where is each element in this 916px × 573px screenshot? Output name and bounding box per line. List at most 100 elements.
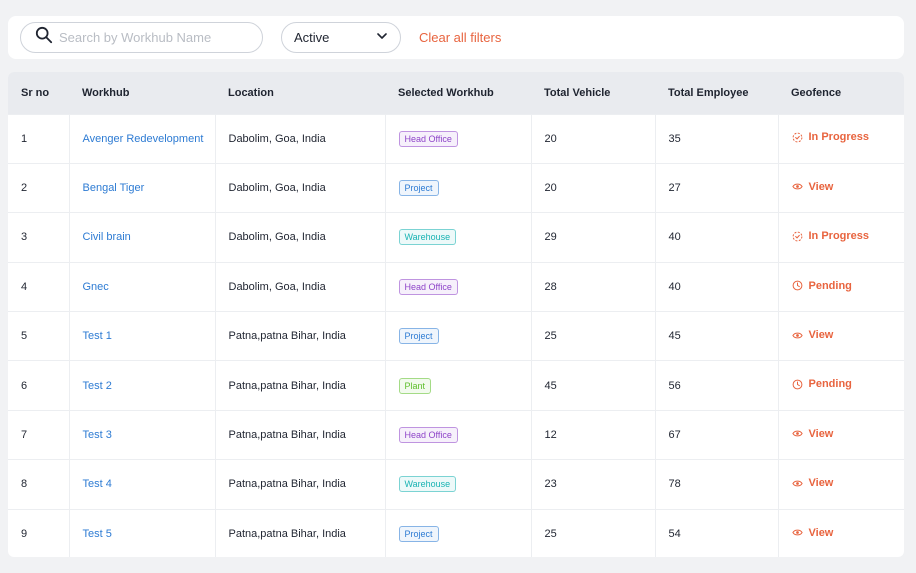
table-row: 5 Test 1 Patna,patna Bihar, India Project 25… [8,311,904,361]
cell-total-employee: 56 [655,360,779,411]
geofence-action[interactable]: Pending [792,280,852,292]
cell-geofence: Pending [778,262,904,311]
cell-selected-workhub: Head Office [385,114,532,164]
search-icon [35,26,53,49]
cell-sr-no: 5 [8,311,70,361]
cell-selected-workhub: Head Office [385,410,532,460]
cell-total-vehicle: 20 [531,114,656,164]
geofence-action[interactable]: View [791,527,833,539]
workhub-table: Sr no Workhub Location Selected Workhub … [8,72,904,557]
geofence-status: Pending [808,279,852,292]
cell-sr-no: 7 [8,410,70,460]
eye-icon [791,527,803,538]
eye-icon [791,428,803,439]
cell-location: Patna,patna Bihar, India [215,410,386,460]
cell-workhub-link[interactable]: Avenger Redevelopment [69,114,216,164]
workhub-type-badge: Head Office [398,130,458,147]
cell-sr-no: 1 [8,114,70,164]
workhub-type-badge: Warehouse [398,476,457,493]
header-selected-workhub: Selected Workhub [398,86,494,99]
cell-workhub-link[interactable]: Test 5 [69,509,216,557]
clock-icon [792,280,803,291]
cell-location: Patna,patna Bihar, India [215,509,386,557]
cell-geofence: In Progress [778,213,904,262]
header-geofence: Geofence [791,86,842,99]
cell-total-employee: 67 [655,410,779,460]
workhub-type-badge: Plant [398,377,432,394]
workhub-type-badge: Project [398,180,439,197]
table-row: 6 Test 2 Patna,patna Bihar, India Plant 45 56… [8,360,904,411]
cell-workhub-link[interactable]: Bengal Tiger [69,163,216,213]
workhub-type-badge: Project [398,328,439,345]
cell-selected-workhub: Project [385,311,532,361]
cell-geofence: View [778,312,904,361]
geofence-status: View [808,180,834,193]
table-row: 8 Test 4 Patna,patna Bihar, India Warehouse… [8,459,904,510]
clock-icon [792,379,803,390]
geofence-action[interactable]: View [791,329,834,341]
geofence-action[interactable]: In Progress [792,230,870,243]
header-workhub: Workhub [82,86,130,99]
cell-sr-no: 3 [8,212,70,263]
filter-bar: Active Clear all filters [8,16,904,59]
cell-sr-no: 6 [8,360,70,411]
geofence-status: In Progress [808,230,870,243]
cell-total-vehicle: 29 [531,212,656,263]
cell-location: Patna,patna Bihar, India [215,459,386,510]
progress-icon [792,231,803,242]
table-row: 2 Bengal Tiger Dabolim, Goa, India Project 2… [8,163,904,213]
cell-location: Patna,patna Bihar, India [215,311,386,361]
geofence-action[interactable]: In Progress [792,131,870,144]
geofence-action[interactable]: View [791,427,834,440]
eye-icon [791,181,803,192]
cell-location: Dabolim, Goa, India [215,163,386,213]
cell-workhub-link[interactable]: Gnec [69,262,216,312]
status-dropdown[interactable]: Active [281,22,401,53]
header-sr-no: Sr no [21,86,50,99]
workhub-type-badge: Warehouse [398,229,457,246]
chevron-down-icon [376,30,388,45]
status-dropdown-value: Active [294,30,330,45]
cell-sr-no: 4 [8,262,70,312]
geofence-status: View [808,477,834,490]
table-header-row: Sr no Workhub Location Selected Workhub … [8,72,904,114]
cell-geofence: In Progress [778,114,904,163]
cell-sr-no: 8 [8,459,70,510]
geofence-action[interactable]: View [791,180,834,193]
cell-total-employee: 35 [655,114,779,164]
cell-total-employee: 54 [655,509,779,557]
cell-total-vehicle: 23 [531,459,656,510]
geofence-action[interactable]: View [791,477,834,490]
table-row: 9 Test 5 Patna,patna Bihar, India Project 25… [8,509,904,557]
cell-workhub-link[interactable]: Civil brain [69,212,216,263]
header-total-vehicle: Total Vehicle [544,86,611,99]
cell-selected-workhub: Project [385,163,532,213]
cell-geofence: Pending [778,361,904,410]
cell-location: Patna,patna Bihar, India [215,360,386,411]
cell-selected-workhub: Warehouse [385,459,532,510]
search-input[interactable] [59,30,249,45]
cell-total-employee: 40 [655,212,779,263]
cell-selected-workhub: Warehouse [385,212,532,263]
cell-total-employee: 27 [655,163,779,213]
cell-workhub-link[interactable]: Test 1 [69,311,216,361]
header-location: Location [228,86,274,99]
eye-icon [791,330,803,341]
search-box[interactable] [20,22,263,53]
cell-geofence: View [778,410,904,459]
cell-selected-workhub: Head Office [385,262,532,312]
geofence-status: In Progress [808,131,870,144]
table-row: 4 Gnec Dabolim, Goa, India Head Office 28 40 P… [8,262,904,312]
geofence-status: View [808,329,834,341]
cell-workhub-link[interactable]: Test 4 [69,459,216,510]
geofence-action[interactable]: Pending [792,378,852,390]
clear-filters-link[interactable]: Clear all filters [419,30,502,45]
table-row: 7 Test 3 Patna,patna Bihar, India Head Offi… [8,410,904,460]
cell-geofence: View [778,163,904,212]
cell-workhub-link[interactable]: Test 2 [69,360,216,411]
geofence-status: View [808,427,834,440]
cell-workhub-link[interactable]: Test 3 [69,410,216,460]
table-row: 1 Avenger Redevelopment Dabolim, Goa, Indi… [8,114,904,164]
workhub-type-badge: Head Office [398,278,458,295]
cell-total-vehicle: 12 [531,410,656,460]
